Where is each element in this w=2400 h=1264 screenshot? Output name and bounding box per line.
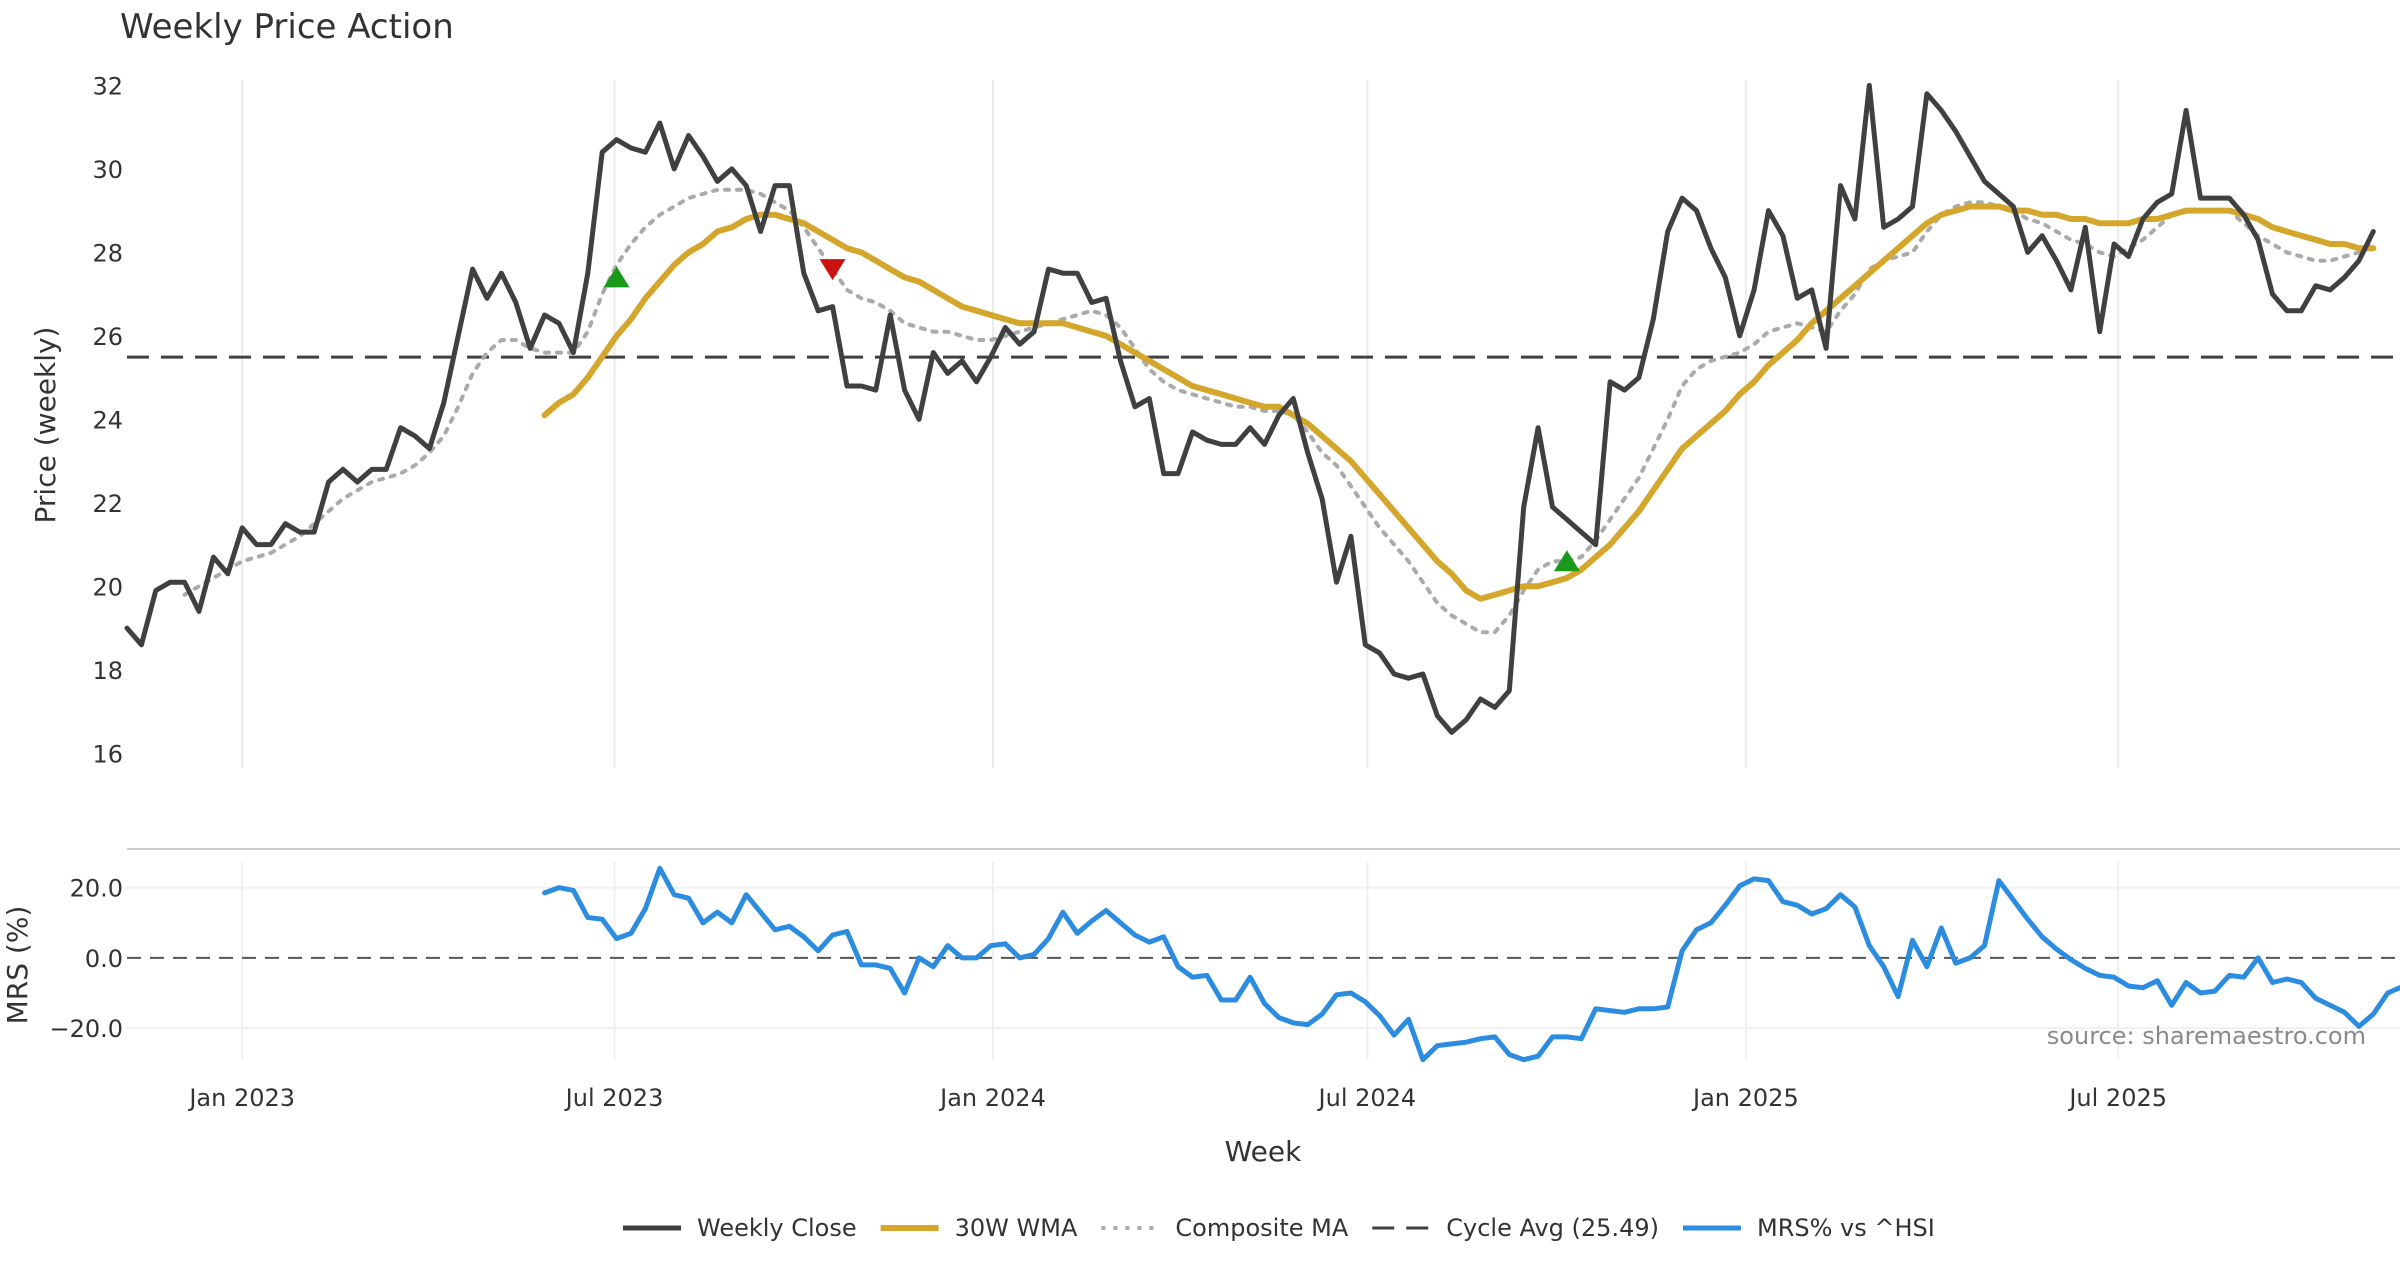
wma-30w-line (541, 203, 2377, 602)
legend: Weekly Close 30W WMA Composite MA Cycle Avg… (623, 1214, 1935, 1242)
price-y-tick-label: 24 (92, 406, 123, 434)
legend-cycle-avg-label: Cycle Avg (25.49) (1446, 1214, 1659, 1242)
price-y-axis-label: Price (weekly) (29, 327, 62, 524)
sell-signal-marker (819, 259, 846, 281)
price-y-tick-label: 28 (92, 239, 123, 267)
buy-signal-marker (1553, 550, 1580, 572)
price-y-tick-label: 18 (92, 657, 123, 685)
legend-cycle-avg: Cycle Avg (25.49) (1372, 1214, 1659, 1242)
chart-title: Weekly Price Action (120, 7, 454, 47)
buy-signal-marker (603, 266, 630, 288)
legend-composite-ma-label: Composite MA (1175, 1214, 1348, 1242)
price-y-tick-label: 20 (92, 573, 123, 601)
x-tick-label: Jan 2024 (938, 1084, 1046, 1112)
signals-layer (603, 259, 1580, 572)
source-note: source: sharemaestro.com (2047, 1022, 2366, 1050)
legend-wma-30w: 30W WMA (880, 1214, 1078, 1242)
price-y-tick-label: 32 (92, 72, 123, 100)
price-y-tick-label: 22 (92, 490, 123, 518)
price-y-tick-label: 26 (92, 323, 123, 351)
mrs-y-ticks: 20.0 0.0 −20.0 (49, 875, 123, 1043)
legend-mrs: MRS% vs ^HSI (1682, 1214, 1935, 1242)
weekly-close-line (124, 82, 2376, 735)
price-y-ticks: 16 18 20 22 24 26 28 30 32 (92, 72, 123, 768)
legend-weekly-close-label: Weekly Close (697, 1214, 857, 1242)
legend-mrs-label: MRS% vs ^HSI (1757, 1214, 1935, 1242)
x-tick-label: Jul 2024 (1317, 1084, 1417, 1112)
series-layer (124, 82, 2400, 1063)
price-grid (241, 80, 2120, 1060)
legend-composite-ma: Composite MA (1101, 1214, 1349, 1242)
mrs-line (542, 865, 2400, 1063)
x-tick-label: Jul 2023 (564, 1084, 664, 1112)
composite-ma-line (182, 187, 2376, 635)
mrs-y-axis-label: MRS (%) (1, 906, 34, 1025)
legend-wma-30w-label: 30W WMA (955, 1214, 1078, 1242)
mrs-y-tick-label: 0.0 (85, 945, 123, 973)
mrs-y-tick-label: −20.0 (49, 1015, 123, 1043)
x-tick-label: Jul 2025 (2067, 1084, 2167, 1112)
price-y-tick-label: 30 (92, 156, 123, 184)
price-y-tick-label: 16 (92, 740, 123, 768)
x-tick-label: Jan 2025 (1691, 1084, 1799, 1112)
mrs-grid (127, 886, 2400, 1030)
x-axis-label: Week (1225, 1135, 1302, 1168)
x-tick-label: Jan 2023 (187, 1084, 295, 1112)
legend-weekly-close: Weekly Close (623, 1214, 857, 1242)
x-ticks: Jan 2023 Jul 2023 Jan 2024 Jul 2024 Jan 2025… (187, 1084, 2167, 1112)
mrs-y-tick-label: 20.0 (70, 875, 123, 903)
